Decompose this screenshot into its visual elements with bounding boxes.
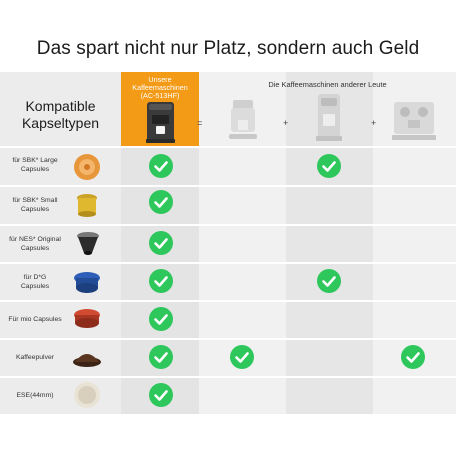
row-separator — [0, 224, 456, 226]
sbk-large-capsule-image — [74, 154, 100, 180]
check-icon — [317, 269, 341, 293]
row-label: für D*G Capsules — [20, 274, 50, 290]
row-label: Kaffeepulver — [15, 354, 55, 361]
capsule-machine-image — [229, 100, 257, 139]
coffee-machine-image — [146, 102, 175, 143]
check-icon — [149, 231, 173, 255]
mio-capsule-image — [74, 309, 100, 328]
sbk-small-capsule-image — [77, 194, 97, 217]
row-separator — [0, 376, 456, 378]
check-icon — [149, 383, 173, 407]
check-icon — [149, 190, 173, 214]
check-icon — [401, 345, 425, 369]
check-icon — [149, 154, 173, 178]
check-icon — [149, 269, 173, 293]
row-separator — [0, 338, 456, 340]
compatible-capsules-heading: Kompatible Kapseltypen — [21, 98, 100, 131]
page-title: Das spart nicht nur Platz, sondern auch … — [36, 38, 420, 59]
row-label: Für mio Capsules — [8, 316, 62, 323]
check-icon — [317, 154, 341, 178]
row-label: für SBK* Large Capsules — [12, 157, 58, 173]
ours-label: Unsere Kaffeemaschinen (AC-513HF) — [132, 75, 188, 101]
row-separator — [0, 300, 456, 302]
row-separator — [0, 262, 456, 264]
coffee-powder-image — [73, 354, 101, 367]
others-label: Die Kaffeemaschinen anderer Leute — [268, 80, 387, 89]
row-separator — [0, 185, 456, 187]
dg-capsule-image — [74, 272, 100, 293]
ours-header: Unsere Kaffeemaschinen (AC-513HF) — [121, 72, 199, 146]
espresso-machine-image — [392, 102, 436, 140]
equals-operator: = — [197, 118, 203, 128]
plus-operator: + — [283, 118, 289, 128]
plus-operator: + — [371, 118, 377, 128]
row-label: für NES* Original Capsules — [9, 236, 61, 252]
check-icon — [149, 307, 173, 331]
nes-original-capsule-image — [77, 232, 99, 255]
ese-pod-image — [74, 382, 100, 408]
left-column-bg — [0, 72, 121, 414]
check-icon — [149, 345, 173, 369]
check-icon — [230, 345, 254, 369]
row-separator — [0, 146, 456, 148]
row-label: für SBK* Small Capsules — [12, 197, 58, 213]
capsule-machine-image — [316, 94, 342, 141]
row-label: ESE(44mm) — [16, 392, 54, 399]
